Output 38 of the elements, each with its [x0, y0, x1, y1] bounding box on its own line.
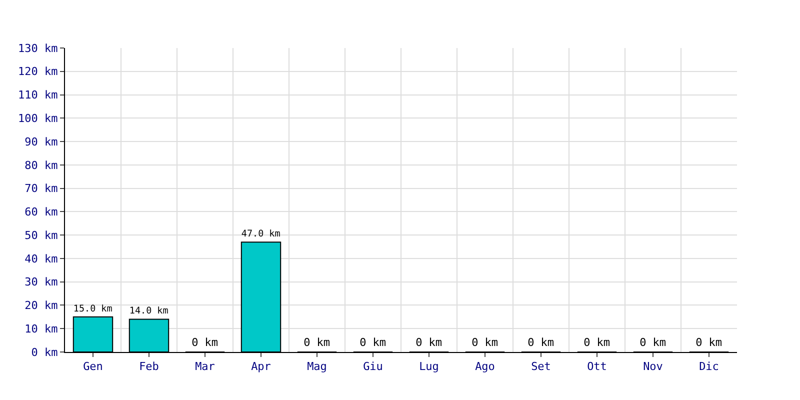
data-label: 15.0 km: [73, 303, 113, 314]
y-tick-label: 70 km: [24, 182, 58, 196]
y-tick-label: 60 km: [24, 206, 58, 219]
data-label: 0 km: [472, 336, 498, 349]
data-label: 0 km: [416, 336, 442, 349]
y-tick-label: 0 km: [31, 346, 58, 359]
data-label: 0 km: [304, 336, 330, 349]
x-tick-label: Set: [531, 360, 551, 374]
x-tick-label: Mar: [195, 360, 216, 374]
data-label: 0 km: [640, 336, 666, 349]
x-tick-label: Dic: [699, 360, 719, 374]
y-tick-label: 40 km: [24, 252, 58, 266]
y-tick-label: 80 km: [24, 158, 58, 172]
x-tick-label: Nov: [643, 360, 664, 374]
data-label: 47.0 km: [241, 228, 281, 240]
data-label: 0 km: [192, 336, 218, 349]
x-tick-label: Ago: [475, 360, 495, 374]
y-tick-label: 30 km: [24, 276, 58, 289]
x-tick-label: Ott: [587, 360, 607, 374]
y-tick-label: 120 km: [18, 65, 58, 78]
data-label: 0 km: [360, 336, 386, 349]
data-label: 14.0 km: [129, 306, 169, 317]
y-tick-label: 10 km: [24, 322, 58, 336]
x-tick-label: Mag: [307, 360, 327, 374]
y-tick-label: 130 km: [18, 42, 58, 55]
x-tick-label: Giu: [363, 360, 383, 374]
data-label: 0 km: [584, 336, 610, 349]
y-tick-label: 100 km: [18, 112, 58, 125]
y-tick-label: 90 km: [24, 135, 58, 148]
x-tick-label: Apr: [251, 360, 272, 374]
x-tick-label: Lug: [419, 360, 439, 374]
x-tick-label: Feb: [139, 360, 159, 374]
data-label: 0 km: [528, 336, 554, 349]
x-tick-label: Gen: [83, 360, 103, 374]
y-tick-label: 50 km: [24, 228, 58, 242]
y-tick-label: 110 km: [18, 88, 58, 102]
data-label: 0 km: [696, 336, 722, 349]
y-tick-label: 20 km: [24, 299, 58, 312]
